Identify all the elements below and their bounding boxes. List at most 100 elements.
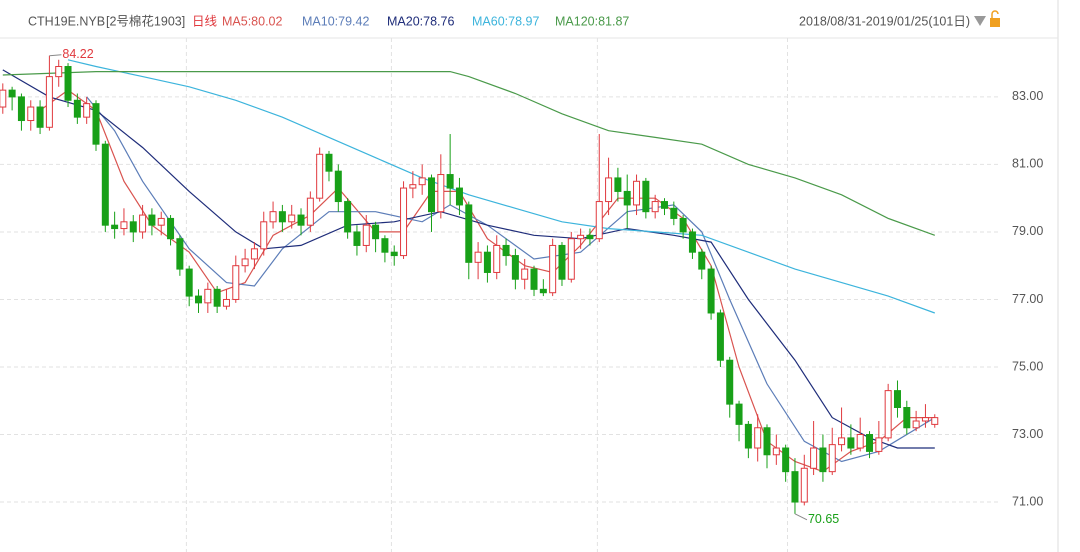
candle-body [306,197,314,226]
candle-body [623,190,631,206]
candle-body [325,153,333,172]
candle-body [334,170,342,203]
candle-body [353,231,361,246]
candle-body [502,244,510,257]
candle-body [446,174,454,189]
period: 日线 [192,14,218,28]
candle-body [567,238,575,280]
ma-line [2,69,935,449]
candle-body [241,258,249,267]
candle-body [101,143,109,226]
candle-body [232,265,240,300]
annotation-arrow [794,513,808,521]
candle-body [409,184,417,189]
candle-body [838,437,846,446]
candle-body [157,217,165,226]
candle-body [642,180,650,213]
candle-body [800,467,808,503]
candle-body [763,427,771,456]
candle-body [893,390,901,409]
candle-body [120,221,128,230]
candle-body [64,66,72,101]
candle-body [185,268,193,297]
candle-body [558,244,566,280]
candle-body [660,201,668,209]
candle-body [707,268,715,314]
candle-body [549,244,557,294]
candle-body [139,214,147,233]
candle-body [577,234,585,240]
candle-body [8,89,16,98]
candle-body [316,153,324,199]
ma-line [2,71,936,236]
candle-body [250,248,258,260]
candle-body [83,103,91,118]
legend-entry: MA10:79.42 [302,14,369,28]
candle-body [605,177,613,203]
annotation-arrow [49,54,62,57]
candle-body [903,407,911,429]
candle-body [726,359,734,405]
candle-body [176,238,184,270]
y-tick-label: 75.00 [1012,359,1043,373]
candle-body [511,255,519,280]
candle-body [129,221,137,233]
candle-body [428,177,436,213]
candle-body [27,106,35,122]
candle-body [297,214,305,226]
candle-body [195,295,203,304]
candle-body [530,268,538,290]
candle-body [614,177,622,192]
candle-body [912,420,920,429]
candle-body [418,177,426,186]
legend-entry: MA60:78.97 [472,14,539,28]
candle-body [521,268,529,280]
symbol: CTH19E.NYB [28,14,105,28]
y-tick-label: 83.00 [1012,89,1043,103]
legend-entry: MA20:78.76 [387,14,454,28]
candle-body [866,434,874,452]
candle-body [810,447,818,469]
candle-body [744,423,752,449]
candle-body [828,444,836,473]
candle-body [17,96,25,122]
candle-body [819,447,827,473]
candle-body [772,447,780,456]
candle-body [36,106,44,128]
candle-body [0,89,7,108]
candle-body [474,251,482,263]
candle-body [679,217,687,233]
candle-body [92,103,100,145]
y-tick-label: 77.00 [1012,292,1043,306]
candle-body [73,99,81,118]
candle-body [651,201,659,213]
candle-body [148,214,156,226]
date-range: 2018/08/31-2019/01/25(101日) [799,14,970,28]
y-tick-label: 79.00 [1012,224,1043,238]
candle-body [931,417,939,425]
candle-body [455,187,463,206]
legend-entry: MA120:81.87 [555,14,629,28]
candle-body [688,231,696,253]
candle-body [735,403,743,425]
candle-body [875,437,883,452]
candle-body [372,224,380,240]
candle-body [465,204,473,263]
candle-body [539,288,547,294]
candle-body [213,288,221,307]
dropdown-icon[interactable] [974,16,986,26]
annotation: 70.65 [808,512,839,526]
candle-body [260,221,268,250]
candle-body [483,251,491,273]
candle-body [633,180,641,206]
candle-body [595,201,603,240]
candle-body [344,201,352,233]
y-tick-label: 73.00 [1012,427,1043,441]
candle-body [921,417,929,422]
lock-icon[interactable] [990,18,1000,27]
candle-body [362,224,370,246]
candle-body [390,251,398,257]
candle-body [55,66,63,78]
candle-body [204,288,212,304]
